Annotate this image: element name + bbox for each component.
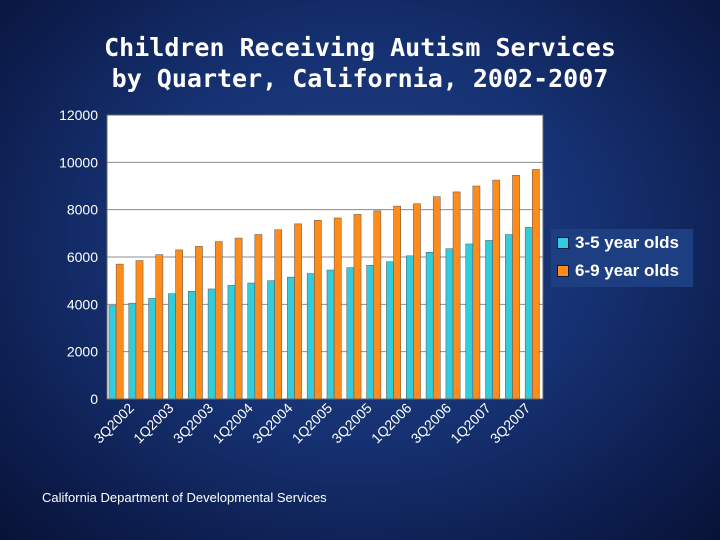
bar-3-5	[505, 234, 513, 400]
chart-legend: 3-5 year olds 6-9 year olds	[551, 229, 693, 287]
bar-3-5	[168, 293, 176, 400]
bar-3-5	[445, 248, 454, 400]
bar-3-5	[465, 243, 474, 400]
y-tick-label: 4000	[67, 296, 98, 312]
legend-swatch-6-9	[557, 265, 569, 277]
bar-6-9	[393, 205, 401, 400]
bar-3-5	[287, 276, 295, 400]
bar-6-9	[492, 179, 501, 400]
bar-6-9	[115, 263, 124, 400]
bar-3-5	[108, 305, 117, 400]
bar-6-9	[214, 241, 223, 400]
source-note: California Department of Developmental S…	[42, 490, 327, 505]
bar-6-9	[432, 196, 441, 400]
bar-3-5	[128, 302, 137, 400]
bar-3-5	[188, 291, 196, 400]
chart-title: Children Receiving Autism Services by Qu…	[0, 32, 720, 94]
bar-6-9	[254, 234, 263, 400]
bar-6-9	[512, 175, 520, 400]
x-tick-label: 3Q2007	[487, 400, 534, 447]
bar-6-9	[413, 203, 421, 400]
x-tick-label: 1Q2004	[209, 400, 256, 447]
bar-3-5	[386, 261, 394, 400]
bar-3-5	[485, 240, 493, 400]
bar-3-5	[406, 255, 414, 400]
x-tick-label: 3Q2004	[249, 400, 296, 447]
bar-6-9	[294, 223, 302, 400]
bar-6-9	[333, 217, 342, 400]
y-tick-label: 12000	[59, 107, 98, 123]
bar-6-9	[532, 169, 540, 400]
bar-3-5	[346, 267, 355, 400]
x-tick-label: 1Q2007	[447, 400, 494, 447]
x-tick-label: 1Q2003	[130, 400, 177, 447]
x-tick-label: 3Q2003	[170, 400, 217, 447]
y-tick-label: 0	[90, 391, 98, 407]
bar-3-5	[366, 265, 375, 400]
legend-label-3-5: 3-5 year olds	[575, 233, 679, 252]
y-tick-label: 2000	[67, 344, 98, 360]
bar-3-5	[227, 285, 236, 400]
bar-3-5	[148, 298, 157, 400]
y-tick-label: 10000	[59, 154, 98, 170]
bar-6-9	[314, 220, 322, 400]
bar-3-5	[306, 273, 315, 400]
bar-3-5	[267, 280, 275, 400]
bar-6-9	[472, 185, 481, 400]
bar-6-9	[274, 229, 283, 400]
x-tick-label: 3Q2005	[328, 400, 375, 447]
plot-border	[106, 114, 544, 400]
bar-6-9	[452, 191, 461, 400]
x-tick-label: 1Q2005	[289, 400, 336, 447]
bar-6-9	[234, 237, 243, 400]
chart-title-line-2: by Quarter, California, 2002-2007	[111, 64, 609, 93]
legend-label-6-9: 6-9 year olds	[575, 261, 679, 280]
bar-6-9	[135, 260, 144, 400]
bar-3-5	[425, 252, 434, 400]
bar-6-9	[195, 246, 203, 400]
bar-3-5	[207, 288, 216, 400]
x-tick-label: 1Q2006	[368, 400, 415, 447]
bar-6-9	[373, 210, 382, 400]
legend-item-6-9: 6-9 year olds	[557, 260, 679, 282]
bar-3-5	[247, 282, 256, 400]
bar-6-9	[155, 254, 164, 400]
chart-title-line-1: Children Receiving Autism Services	[104, 33, 616, 62]
bar-3-5	[524, 227, 533, 400]
bar-6-9	[175, 249, 183, 400]
x-tick-label: 3Q2006	[408, 400, 455, 447]
legend-swatch-3-5	[557, 237, 569, 249]
legend-item-3-5: 3-5 year olds	[557, 232, 679, 254]
bar-3-5	[326, 269, 335, 400]
bar-6-9	[353, 214, 362, 400]
y-tick-label: 8000	[67, 202, 98, 218]
y-tick-label: 6000	[67, 249, 98, 265]
